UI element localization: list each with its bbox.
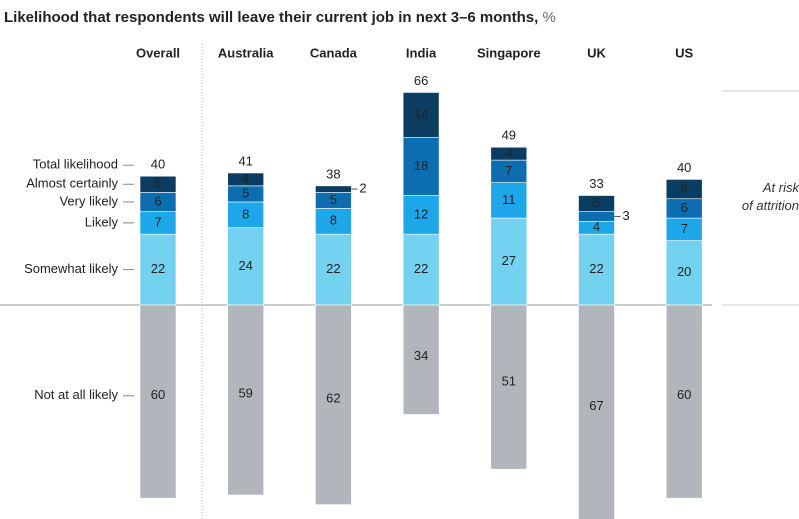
total-label: 49 xyxy=(502,128,516,143)
bar-segment xyxy=(227,304,264,496)
legend-label: Not at all likely xyxy=(34,387,118,402)
total-label: 66 xyxy=(414,73,428,88)
bar-segment xyxy=(490,304,528,470)
value-label: 59 xyxy=(238,386,252,401)
value-label: 5 xyxy=(593,195,600,210)
bar-segment xyxy=(139,233,177,306)
value-label: 7 xyxy=(505,163,512,178)
bar-segment xyxy=(402,137,440,196)
bar-segment xyxy=(315,304,352,505)
total-label: 38 xyxy=(326,166,340,181)
category-label: Canada xyxy=(310,45,358,60)
value-label: 22 xyxy=(151,261,165,276)
value-label: 60 xyxy=(677,387,691,402)
value-label: 7 xyxy=(681,221,688,236)
value-label: 6 xyxy=(681,181,688,196)
value-label: 3 xyxy=(623,208,630,223)
value-label: 22 xyxy=(326,261,340,276)
annotation: At risk of attrition xyxy=(742,180,799,213)
bar-segment xyxy=(665,179,703,200)
title-text: Likelihood that respondents will leave t… xyxy=(4,9,538,26)
total-label: 40 xyxy=(151,157,165,172)
bar-segment xyxy=(227,172,264,187)
bar-segment xyxy=(315,185,352,193)
category-label: Overall xyxy=(136,45,180,60)
total-label: 41 xyxy=(238,153,252,168)
bar-segment xyxy=(490,182,528,219)
bar-segment xyxy=(490,146,528,161)
value-label: 6 xyxy=(154,193,161,208)
legend-label: Almost certainly xyxy=(26,176,118,191)
value-label: 22 xyxy=(589,261,603,276)
legend-label: Very likely xyxy=(59,193,118,208)
bar-segment xyxy=(578,233,615,306)
category-label: India xyxy=(406,45,437,60)
bar-segment xyxy=(402,233,440,306)
bar-segment xyxy=(402,92,440,138)
bar-segment xyxy=(665,304,703,499)
total-label: 33 xyxy=(589,176,603,191)
value-label: 34 xyxy=(414,348,428,363)
category-label: Australia xyxy=(218,45,274,60)
bar-segment xyxy=(227,201,264,229)
value-label: 67 xyxy=(589,398,603,413)
value-label: 14 xyxy=(414,106,428,121)
value-label: 27 xyxy=(502,253,516,268)
value-label: 51 xyxy=(502,374,516,389)
value-label: 8 xyxy=(242,206,249,221)
value-label: 6 xyxy=(681,200,688,215)
bar-segment xyxy=(578,195,615,212)
value-label: 8 xyxy=(330,213,337,228)
bar-segment xyxy=(402,304,440,415)
bar-segment xyxy=(578,304,615,519)
value-label: 62 xyxy=(326,390,340,405)
bar-segment xyxy=(139,175,177,193)
bar-segment xyxy=(227,227,264,306)
category-label: Singapore xyxy=(477,45,541,60)
value-label: 22 xyxy=(414,261,428,276)
legend-label: Total likelihood xyxy=(33,157,118,172)
chart-title: Likelihood that respondents will leave t… xyxy=(4,9,556,26)
legend-label: Likely xyxy=(85,214,119,229)
value-label: 4 xyxy=(593,219,600,234)
value-label: 12 xyxy=(414,206,428,221)
category-label: US xyxy=(675,45,693,60)
value-label: 18 xyxy=(414,158,428,173)
title-unit: % xyxy=(542,9,555,26)
value-label: 20 xyxy=(677,264,691,279)
value-label: 4 xyxy=(505,145,512,160)
value-label: 5 xyxy=(154,176,161,191)
value-label: 60 xyxy=(151,387,165,402)
category-label: UK xyxy=(587,45,606,60)
bar-segment xyxy=(315,233,352,306)
value-label: 11 xyxy=(502,192,516,207)
legend-label: Somewhat likely xyxy=(24,261,118,276)
value-label: 5 xyxy=(330,192,337,207)
total-label: 40 xyxy=(677,160,691,175)
value-label: 7 xyxy=(154,214,161,229)
bar-segment xyxy=(139,304,177,499)
bar-segment xyxy=(315,208,352,235)
bar-segment xyxy=(490,217,528,306)
value-label: 24 xyxy=(238,258,252,273)
value-label: 5 xyxy=(242,185,249,200)
value-label: 4 xyxy=(242,171,249,186)
bar-segment xyxy=(578,211,615,222)
value-label: 2 xyxy=(359,181,366,196)
